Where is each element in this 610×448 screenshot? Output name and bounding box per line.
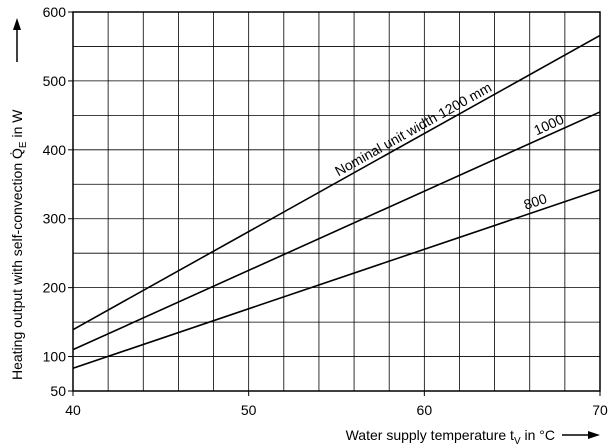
- series-label: Nominal unit width 1200 mm: [332, 79, 494, 179]
- y-axis-title-text: Heating output with self-convection Q̇: [9, 148, 25, 380]
- y-tick-label: 600: [43, 4, 67, 20]
- y-tick-label: 500: [43, 73, 67, 89]
- x-axis-title-group: Water supply temperature tV in °C: [346, 427, 600, 447]
- x-axis-title-rest: in °C: [521, 427, 555, 443]
- plot-frame: [72, 11, 601, 392]
- y-axis-title-rest: in W: [9, 109, 25, 142]
- y-axis-title-group: Heating output with self-convection Q̇E …: [9, 18, 29, 380]
- y-tick-label: 50: [50, 383, 66, 399]
- y-tick-label: 300: [43, 211, 67, 227]
- x-tick-label: 40: [65, 402, 81, 418]
- x-axis-title: Water supply temperature tV in °C: [346, 427, 555, 447]
- series-line: [72, 189, 601, 370]
- x-axis-title-text: Water supply temperature t: [346, 427, 514, 443]
- y-axis-title-sub: E: [18, 141, 29, 148]
- series-label: 800: [522, 190, 549, 213]
- series-line: [72, 34, 601, 331]
- y-tick-label: 100: [43, 349, 67, 365]
- y-axis-title: Heating output with self-convection Q̇E …: [9, 109, 29, 380]
- x-tick-label: 60: [417, 402, 433, 418]
- x-tick-label: 50: [241, 402, 257, 418]
- series-line: [72, 111, 601, 351]
- x-axis-title-sub: V: [514, 436, 521, 447]
- y-axis-arrowhead: [13, 18, 21, 30]
- y-tick-label: 200: [43, 280, 67, 296]
- x-axis-arrowhead: [588, 431, 600, 439]
- y-tick-label: 400: [43, 142, 67, 158]
- x-tick-label: 70: [592, 402, 608, 418]
